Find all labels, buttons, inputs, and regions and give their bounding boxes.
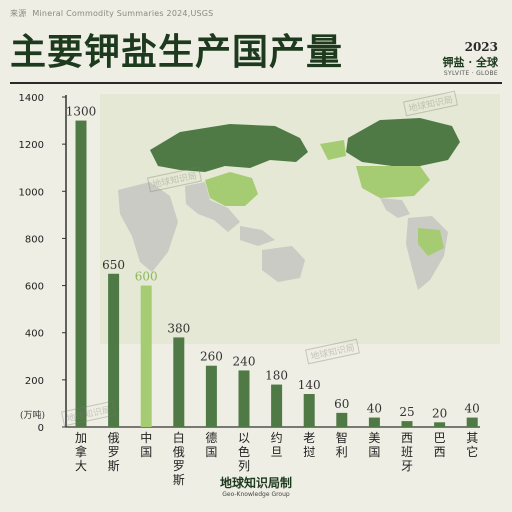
x-category-label: 加拿大 (75, 431, 87, 473)
world-map (100, 94, 500, 344)
bars: 1300 加拿大 650 俄罗斯 600 中国 380 白俄罗斯 260 德国 240 以色列 180 约… (66, 105, 480, 487)
bar (238, 370, 250, 427)
bar (205, 365, 217, 427)
map-greenland (320, 140, 346, 160)
y-tick-label: 400 (25, 329, 44, 340)
scope-badge: 钾盐 · 全球 (442, 56, 499, 69)
bar-value-label: 650 (102, 258, 125, 272)
bar-value-label: 40 (465, 402, 480, 416)
x-category-label: 西班牙 (401, 431, 413, 473)
map-central-america (380, 198, 410, 218)
bar-value-label: 25 (399, 405, 414, 419)
map-china (205, 172, 258, 206)
brand-footer: 地球知识局制 Geo-Knowledge Group (0, 474, 512, 498)
x-category-label: 中国 (140, 430, 152, 459)
y-tick-label: 0 (38, 423, 44, 434)
brand-subtitle: Geo-Knowledge Group (222, 491, 290, 498)
bar (336, 412, 348, 427)
y-tick-label: 800 (25, 234, 44, 245)
map-seasia (240, 226, 275, 246)
bar (434, 422, 446, 427)
y-tick-label: 1400 (19, 93, 44, 104)
x-category-label: 其它 (466, 431, 478, 459)
bar-value-label: 380 (167, 321, 190, 335)
bar (173, 337, 185, 427)
bar (75, 120, 87, 428)
x-category-label: 俄罗斯 (108, 431, 120, 473)
bar (466, 417, 478, 427)
y-tick-label: 200 (25, 376, 44, 387)
x-category-label: 德国 (205, 430, 217, 459)
map-canada (346, 118, 460, 166)
x-category-label: 美国 (368, 431, 380, 459)
y-tick-label: 600 (25, 282, 44, 293)
x-category-label: 巴西 (434, 431, 446, 459)
source-text: Mineral Commodity Summaries 2024,USGS (32, 9, 214, 18)
x-category-label: 约旦 (271, 430, 283, 459)
map-australia (262, 246, 305, 282)
map-russia (150, 124, 308, 172)
map-africa (118, 182, 178, 272)
brand-name: 地球知识局制 (219, 476, 292, 490)
bar-value-label: 180 (265, 369, 288, 383)
y-tick-label: 1000 (19, 187, 44, 198)
scope-subtitle: SYLVITE · GLOBE (443, 70, 498, 77)
map-usa (356, 166, 430, 198)
source-label: 来源 (10, 9, 27, 18)
bar-value-label: 240 (233, 354, 256, 368)
source-note: 来源 Mineral Commodity Summaries 2024,USGS (10, 8, 213, 19)
bar (108, 273, 120, 427)
bar (401, 421, 413, 427)
map-asia-south (185, 182, 240, 232)
bar-value-label: 600 (135, 270, 158, 284)
bar (368, 417, 380, 427)
x-category-label: 以色列 (238, 431, 250, 473)
bar-value-label: 20 (432, 406, 447, 420)
y-axis-label: (万吨) (20, 409, 45, 421)
bar-value-label: 60 (334, 397, 349, 411)
bar-value-label: 1300 (66, 105, 97, 119)
bar-value-label: 260 (200, 350, 223, 364)
bar-value-label: 40 (367, 402, 382, 416)
x-category-label: 白俄罗斯 (173, 430, 185, 487)
map-brazil (418, 228, 444, 256)
x-category-label: 智利 (336, 430, 348, 459)
year-badge: 2023 (464, 40, 498, 54)
title-rule (10, 82, 502, 84)
bar-value-label: 140 (298, 378, 321, 392)
bar (303, 394, 315, 427)
y-tick-label: 1200 (19, 140, 44, 151)
chart-title: 主要钾盐生产国产量 (10, 31, 344, 73)
x-category-label: 老挝 (303, 431, 315, 459)
bar (271, 384, 283, 427)
bar (140, 285, 152, 427)
